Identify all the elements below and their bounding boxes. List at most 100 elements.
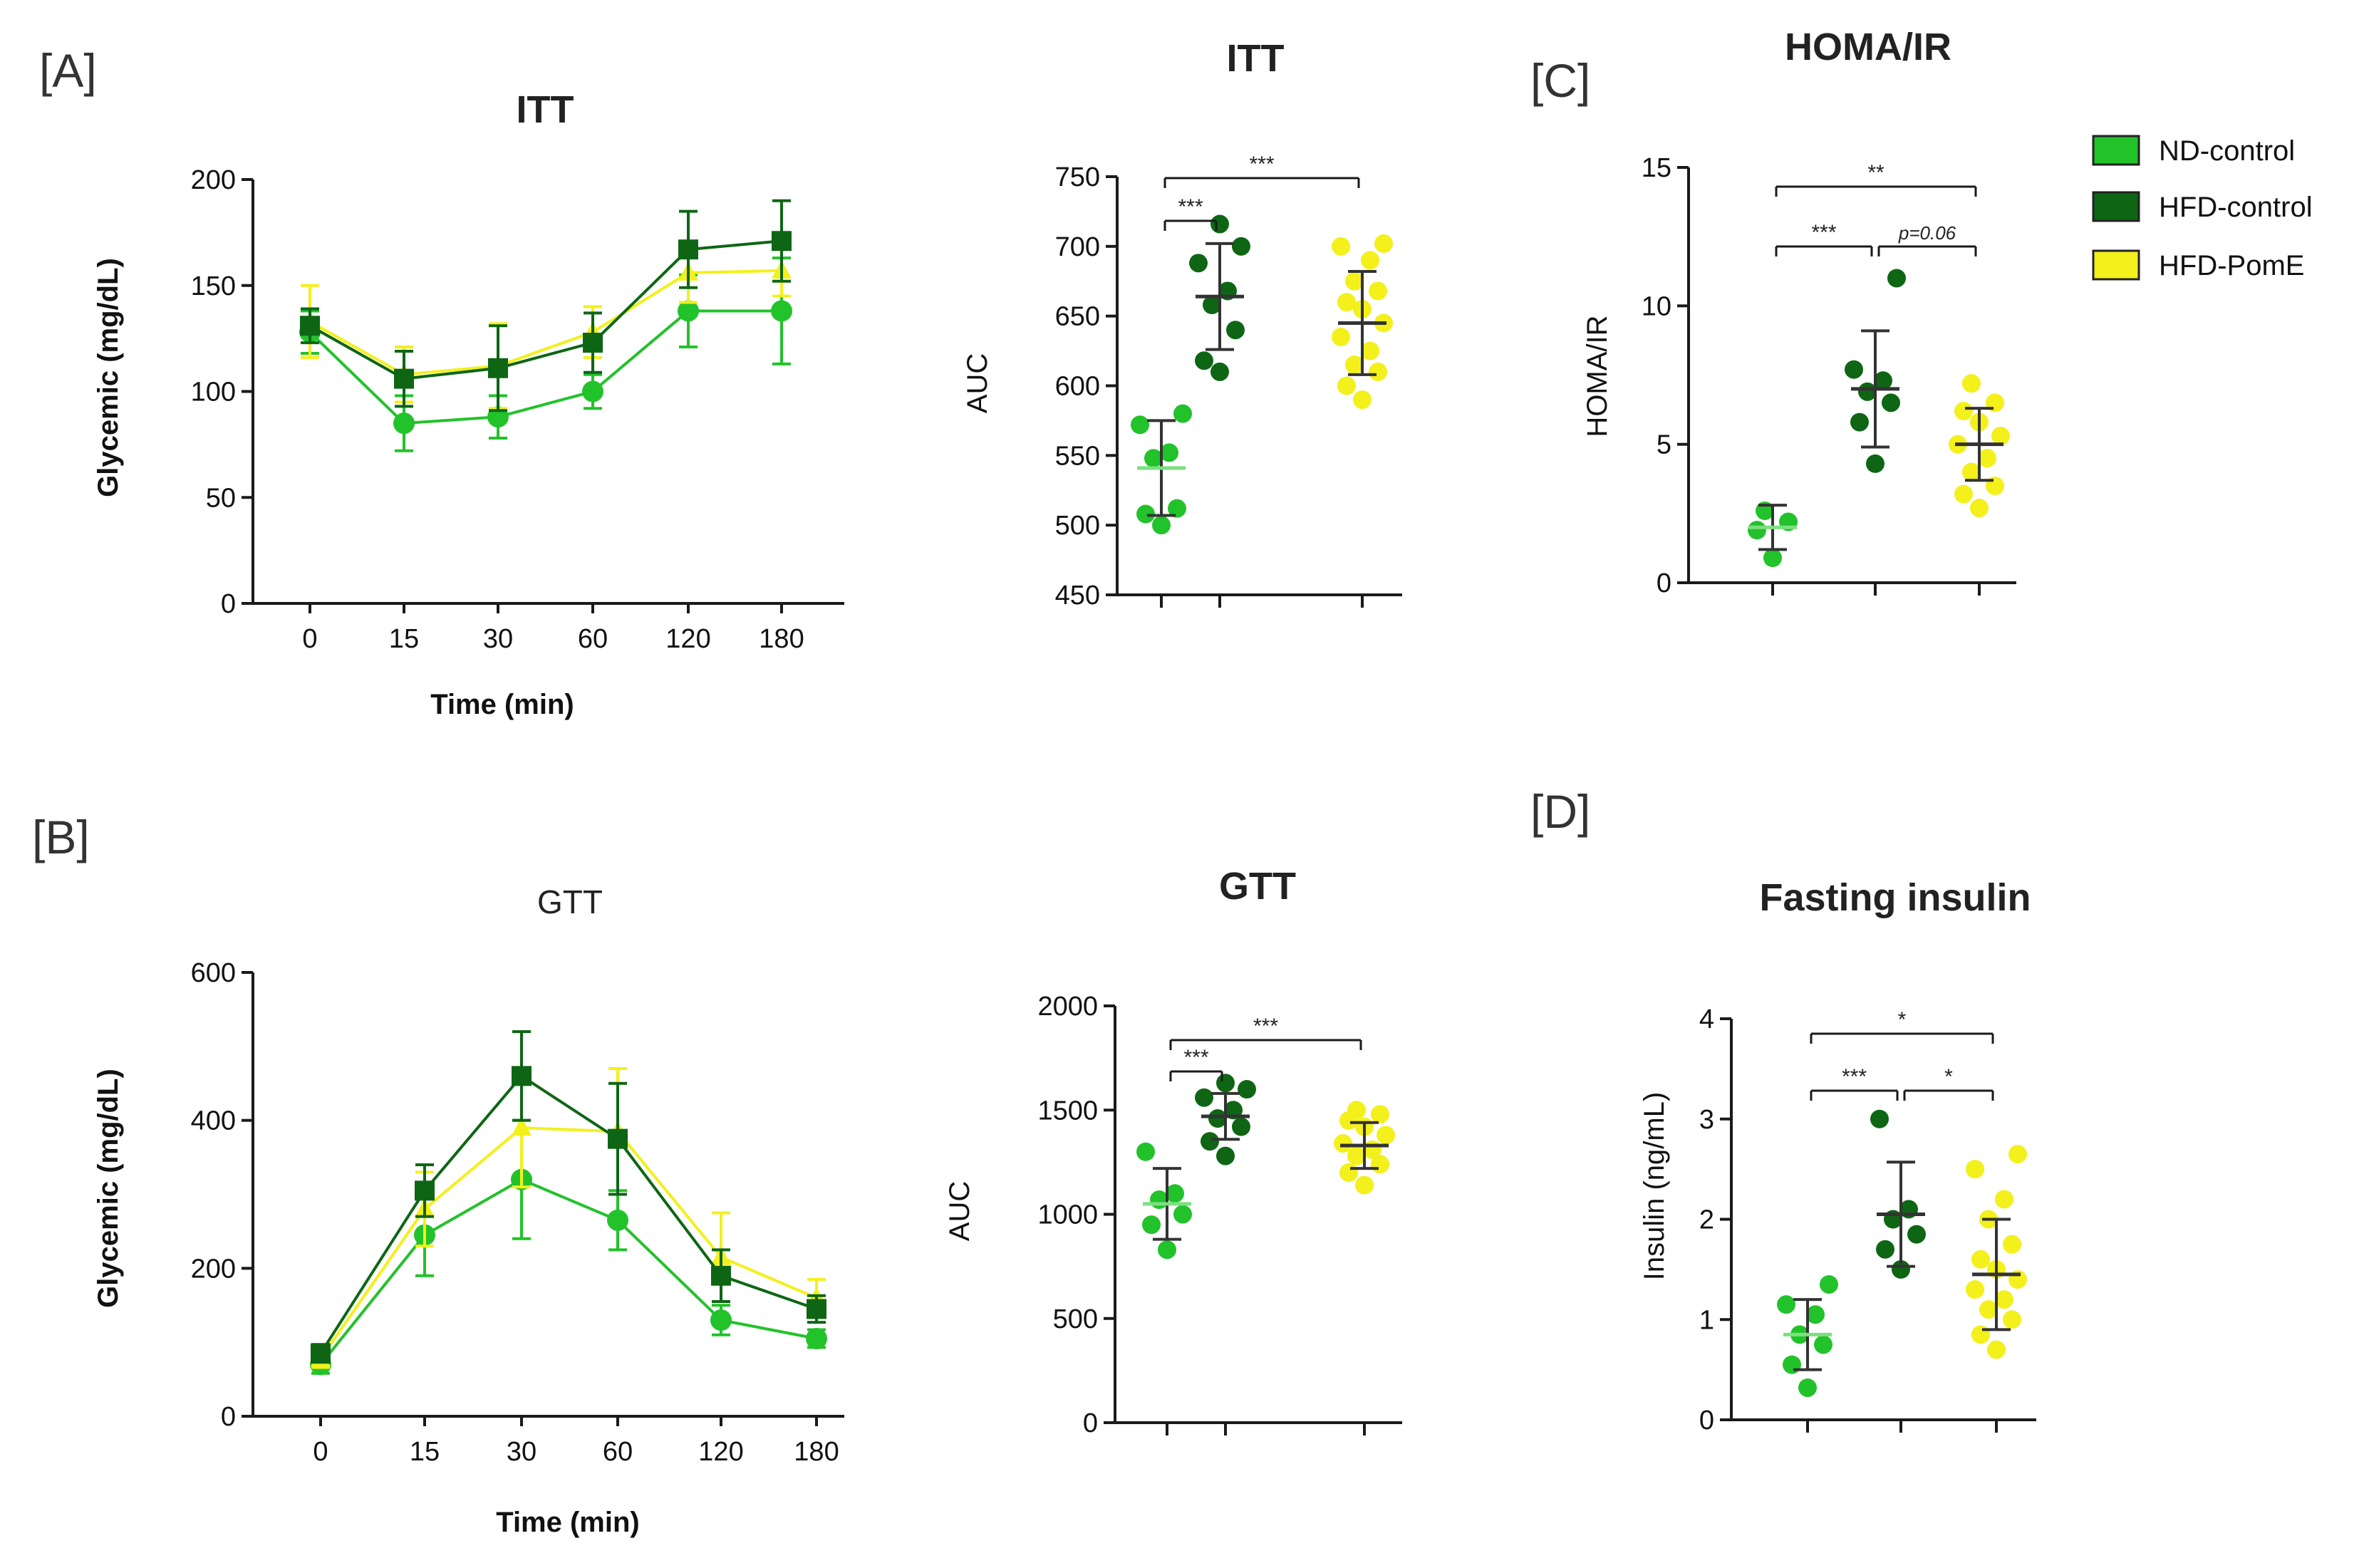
- itt-curve-series-nd-control: [299, 256, 792, 452]
- gtt-auc-point-hfd-control-1: [1201, 1132, 1219, 1151]
- itt-curve-xtick-label-5: 180: [759, 624, 804, 654]
- gtt-curve-xtick-label-3: 60: [603, 1437, 633, 1467]
- gtt-auc-point-nd-control-4: [1166, 1184, 1184, 1203]
- legend-label-hfd-pome: HFD-PomE: [2159, 250, 2304, 281]
- itt-curve-marker-hfd-control-5: [772, 231, 792, 251]
- homa-ir-point-hfd-control-6: [1887, 269, 1906, 288]
- itt-auc-point-hfd-pome-13: [1374, 234, 1393, 253]
- itt-curve-line-nd-control: [309, 309, 782, 425]
- itt-auc-point-hfd-pome-11: [1361, 251, 1379, 270]
- gtt-auc-point-hfd-pome-3: [1347, 1146, 1366, 1165]
- gtt-auc-group-hfd-control: [1195, 1074, 1256, 1165]
- fasting-insulin-group-nd-control: [1777, 1274, 1838, 1397]
- gtt-curve-marker-hfd-control-4: [711, 1265, 731, 1286]
- homa-ir-ytick-label-3: 15: [1642, 153, 1671, 183]
- gtt-curve-xtick-label-0: 0: [313, 1437, 328, 1467]
- itt-auc-point-hfd-control-3: [1203, 296, 1221, 315]
- fasting-insulin-sig-label-2: *: [1898, 1008, 1907, 1032]
- fasting-insulin-point-hfd-pome-11: [1995, 1190, 2013, 1209]
- fasting-insulin-group-hfd-pome: [1966, 1145, 2027, 1359]
- homa-ir-point-hfd-control-4: [1874, 371, 1892, 390]
- fasting-insulin-point-hfd-pome-2: [2003, 1310, 2021, 1329]
- homa-ir-sig-label-0: ***: [1811, 221, 1836, 244]
- itt-curve-line-hfd-control: [309, 239, 782, 380]
- fasting-insulin-ytick-label-3: 3: [1699, 1105, 1714, 1135]
- fasting-insulin-point-nd-control-6: [1820, 1274, 1838, 1294]
- itt-curve-xtick-label-1: 15: [389, 624, 419, 654]
- legend-label-hfd-control: HFD-control: [2159, 192, 2313, 223]
- fasting-insulin-point-hfd-pome-1: [1971, 1325, 1990, 1344]
- itt-curve-chart: 0 50 100 150 200 0 15 30 60 120 180: [191, 165, 844, 654]
- gtt-auc-point-hfd-control-0: [1216, 1146, 1235, 1165]
- gtt-curve-line-nd-control: [319, 1178, 817, 1366]
- gtt-auc-point-hfd-control-5: [1195, 1088, 1213, 1107]
- itt-auc-sig-bracket-0: ***: [1163, 195, 1218, 231]
- gtt-auc-group-hfd-pome: [1334, 1101, 1395, 1195]
- gtt-auc-ylabel: AUC: [944, 1181, 975, 1241]
- fasting-insulin-point-hfd-pome-9: [2003, 1235, 2021, 1254]
- fasting-insulin-sig-bracket-2: *: [1810, 1008, 1994, 1044]
- gtt-curve-marker-nd-control-5: [806, 1327, 827, 1349]
- itt-curve-marker-nd-control-3: [582, 380, 603, 403]
- gtt-curve-xtick-label-2: 30: [507, 1437, 536, 1467]
- itt-curve-ylabel: Glycemic (mg/dL): [93, 258, 124, 497]
- homa-ir-group-hfd-pome: [1949, 374, 2010, 518]
- homa-ir-point-hfd-pome-4: [1978, 449, 1996, 468]
- itt-curve-marker-hfd-control-4: [678, 239, 698, 260]
- homa-ir-point-hfd-pome-10: [1962, 374, 1981, 393]
- itt-curve-marker-nd-control-4: [678, 300, 699, 322]
- itt-curve-marker-hfd-control-1: [394, 368, 414, 389]
- itt-auc-ytick-label-6: 750: [1055, 162, 1100, 192]
- itt-auc-point-hfd-pome-10: [1345, 271, 1364, 291]
- fasting-insulin-ylabel: Insulin (ng/mL): [1639, 1092, 1670, 1281]
- itt-auc-ytick-label-1: 500: [1055, 511, 1100, 541]
- fasting-insulin-point-hfd-pome-5: [1966, 1280, 1984, 1299]
- itt-auc-ytick-label-2: 550: [1055, 441, 1100, 471]
- gtt-curve-marker-hfd-control-5: [807, 1299, 826, 1319]
- itt-auc-group-hfd-pome: [1332, 234, 1393, 410]
- homa-ir-point-hfd-control-5: [1845, 360, 1863, 379]
- itt-curve-ytick-label-1: 50: [206, 483, 236, 513]
- gtt-curve-title: GTT: [537, 883, 603, 920]
- gtt-auc-point-hfd-pome-1: [1339, 1163, 1358, 1182]
- legend-item-hfd-pome: HFD-PomE: [2092, 249, 2304, 281]
- homa-ir-point-hfd-pome-1: [1954, 484, 1973, 504]
- gtt-curve-marker-hfd-control-1: [415, 1180, 435, 1201]
- fasting-insulin-point-hfd-control-0: [1892, 1260, 1910, 1279]
- itt-auc-sig-label-0: ***: [1178, 195, 1203, 219]
- fasting-insulin-point-hfd-pome-8: [1971, 1250, 1990, 1269]
- itt-auc-point-nd-control-5: [1131, 415, 1149, 435]
- homa-ir-point-hfd-pome-3: [1962, 462, 1981, 482]
- legend-swatch-hfd-control: [2092, 191, 2140, 222]
- itt-curve-title: ITT: [517, 88, 574, 131]
- gtt-curve-ytick-label-3: 600: [191, 958, 236, 988]
- legend-item-hfd-control: HFD-control: [2092, 191, 2313, 223]
- itt-auc-ytick-label-4: 650: [1055, 302, 1100, 332]
- homa-ir-sig-label-2: **: [1867, 161, 1885, 185]
- itt-curve-ytick-label-4: 200: [191, 165, 236, 195]
- fasting-insulin-ytick-label-1: 1: [1699, 1305, 1714, 1335]
- gtt-curve-marker-hfd-control-2: [512, 1066, 532, 1086]
- itt-curve-xtick-label-4: 120: [665, 624, 710, 654]
- itt-auc-point-hfd-pome-0: [1353, 390, 1372, 410]
- gtt-curve-line-hfd-control: [319, 1074, 817, 1354]
- gtt-auc-ytick-label-1: 500: [1053, 1304, 1098, 1334]
- itt-auc-point-hfd-control-1: [1195, 351, 1213, 370]
- itt-curve-marker-hfd-control-3: [583, 333, 603, 353]
- itt-auc-point-nd-control-2: [1168, 499, 1186, 518]
- homa-ir-sig-bracket-2: **: [1775, 161, 1977, 197]
- legend: ND-control HFD-control HFD-PomE: [2092, 135, 2313, 281]
- itt-curve-xlabel: Time (min): [430, 689, 574, 720]
- gtt-auc-point-nd-control-5: [1136, 1142, 1155, 1161]
- itt-auc-point-nd-control-4: [1160, 443, 1178, 462]
- itt-auc-ytick-label-5: 700: [1055, 232, 1100, 262]
- gtt-auc-point-nd-control-1: [1142, 1215, 1161, 1235]
- itt-auc-point-hfd-pome-5: [1332, 328, 1350, 347]
- fasting-insulin-title: Fasting insulin: [1759, 876, 2031, 919]
- homa-ir-point-hfd-control-2: [1882, 393, 1900, 412]
- gtt-curve-marker-nd-control-3: [607, 1209, 628, 1231]
- fasting-insulin-point-hfd-pome-12: [1966, 1160, 1984, 1179]
- fasting-insulin-point-nd-control-2: [1814, 1335, 1832, 1354]
- itt-auc-point-hfd-control-0: [1210, 362, 1229, 381]
- itt-curve-ytick-label-2: 100: [191, 378, 236, 407]
